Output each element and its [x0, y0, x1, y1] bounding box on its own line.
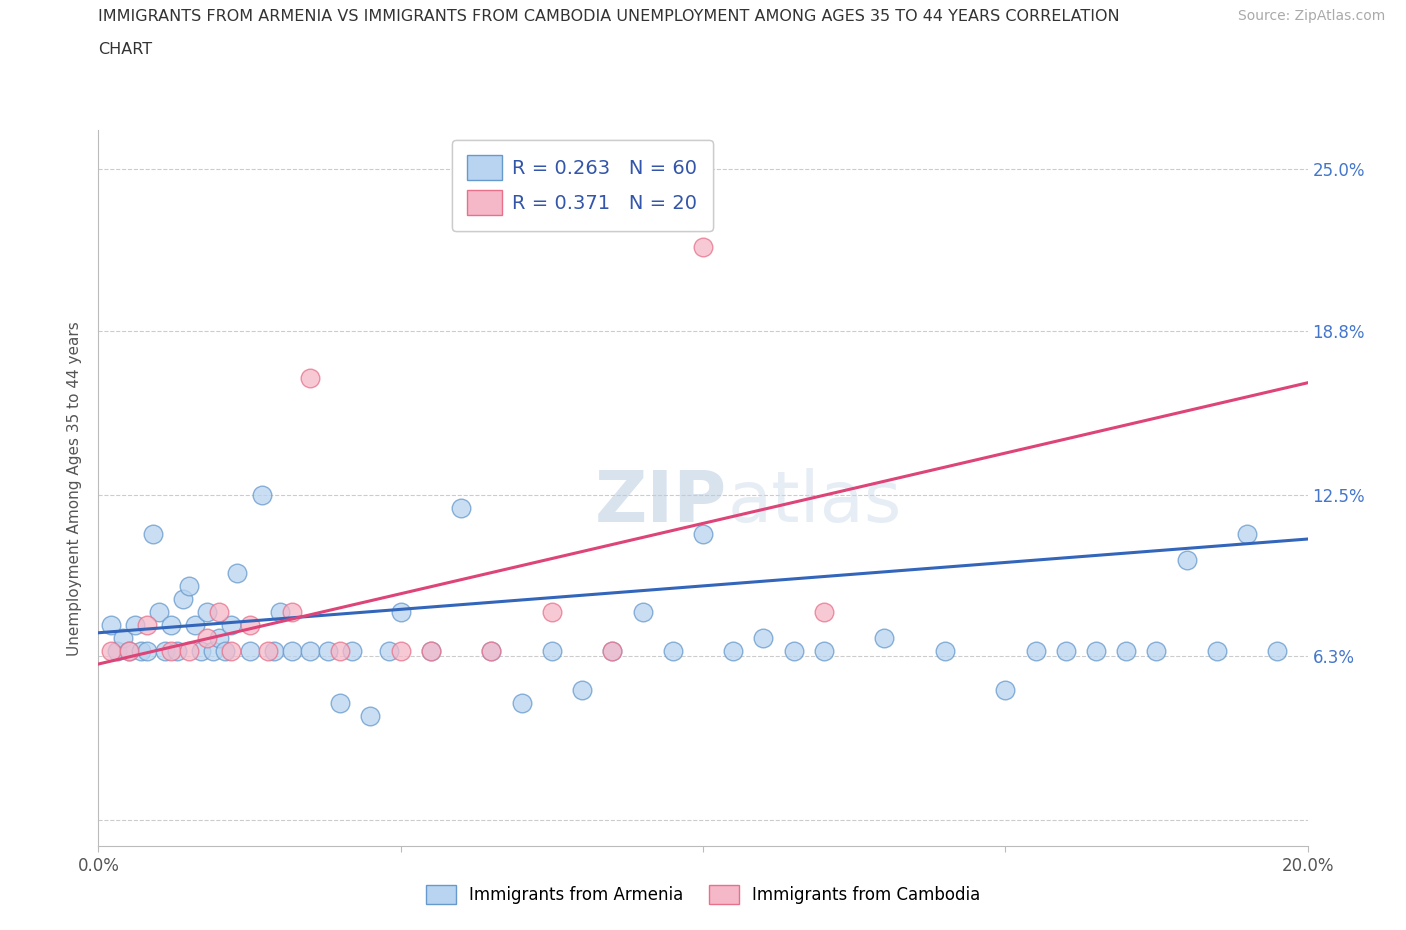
Point [299, 370, 322, 385]
Point [281, 644, 304, 658]
Point [118, 644, 141, 658]
Point [540, 604, 562, 619]
Point [129, 644, 152, 658]
Point [100, 644, 122, 658]
Point [299, 644, 322, 658]
Point [256, 644, 278, 658]
Legend: Immigrants from Armenia, Immigrants from Cambodia: Immigrants from Armenia, Immigrants from… [418, 876, 988, 912]
Text: atlas: atlas [727, 468, 901, 537]
Point [1206, 644, 1229, 658]
Point [389, 644, 412, 658]
Point [692, 526, 714, 541]
Point [377, 644, 399, 658]
Point [420, 644, 443, 658]
Point [342, 644, 364, 658]
Point [160, 644, 183, 658]
Point [214, 644, 236, 658]
Point [221, 644, 243, 658]
Point [329, 644, 352, 658]
Point [281, 604, 304, 619]
Point [208, 631, 231, 645]
Text: Source: ZipAtlas.com: Source: ZipAtlas.com [1237, 9, 1385, 23]
Point [360, 709, 382, 724]
Point [723, 644, 745, 658]
Point [316, 644, 339, 658]
Point [692, 240, 714, 255]
Point [179, 644, 201, 658]
Point [662, 644, 685, 658]
Point [239, 618, 262, 632]
Point [450, 500, 472, 515]
Point [481, 644, 503, 658]
Point [873, 631, 896, 645]
Point [389, 604, 412, 619]
Legend: R = 0.263   N = 60, R = 0.371   N = 20: R = 0.263 N = 60, R = 0.371 N = 20 [451, 140, 713, 231]
Point [994, 683, 1017, 698]
Point [195, 631, 218, 645]
Point [602, 644, 624, 658]
Point [813, 644, 835, 658]
Point [1144, 644, 1167, 658]
Point [179, 578, 201, 593]
Point [202, 644, 225, 658]
Point [135, 644, 157, 658]
Point [540, 644, 562, 658]
Point [100, 618, 122, 632]
Point [934, 644, 956, 658]
Point [166, 644, 188, 658]
Point [481, 644, 503, 658]
Point [118, 644, 141, 658]
Point [263, 644, 285, 658]
Point [783, 644, 806, 658]
Point [111, 631, 134, 645]
Point [105, 644, 128, 658]
Point [153, 644, 176, 658]
Point [752, 631, 775, 645]
Point [195, 604, 218, 619]
Point [1236, 526, 1258, 541]
Point [208, 604, 231, 619]
Point [1054, 644, 1077, 658]
Point [135, 618, 157, 632]
Point [184, 618, 207, 632]
Point [813, 604, 835, 619]
Y-axis label: Unemployment Among Ages 35 to 44 years: Unemployment Among Ages 35 to 44 years [67, 321, 83, 656]
Point [329, 696, 352, 711]
Point [142, 526, 165, 541]
Text: CHART: CHART [98, 42, 152, 57]
Point [420, 644, 443, 658]
Point [631, 604, 654, 619]
Point [602, 644, 624, 658]
Point [239, 644, 262, 658]
Point [148, 604, 170, 619]
Point [190, 644, 212, 658]
Point [269, 604, 291, 619]
Point [1085, 644, 1108, 658]
Point [124, 618, 146, 632]
Point [160, 618, 183, 632]
Text: IMMIGRANTS FROM ARMENIA VS IMMIGRANTS FROM CAMBODIA UNEMPLOYMENT AMONG AGES 35 T: IMMIGRANTS FROM ARMENIA VS IMMIGRANTS FR… [98, 9, 1121, 24]
Point [510, 696, 533, 711]
Point [250, 487, 273, 502]
Point [226, 565, 249, 580]
Point [1115, 644, 1137, 658]
Point [1267, 644, 1289, 658]
Point [1175, 552, 1198, 567]
Point [221, 618, 243, 632]
Text: ZIP: ZIP [595, 468, 727, 537]
Point [172, 591, 194, 606]
Point [1024, 644, 1046, 658]
Point [571, 683, 593, 698]
